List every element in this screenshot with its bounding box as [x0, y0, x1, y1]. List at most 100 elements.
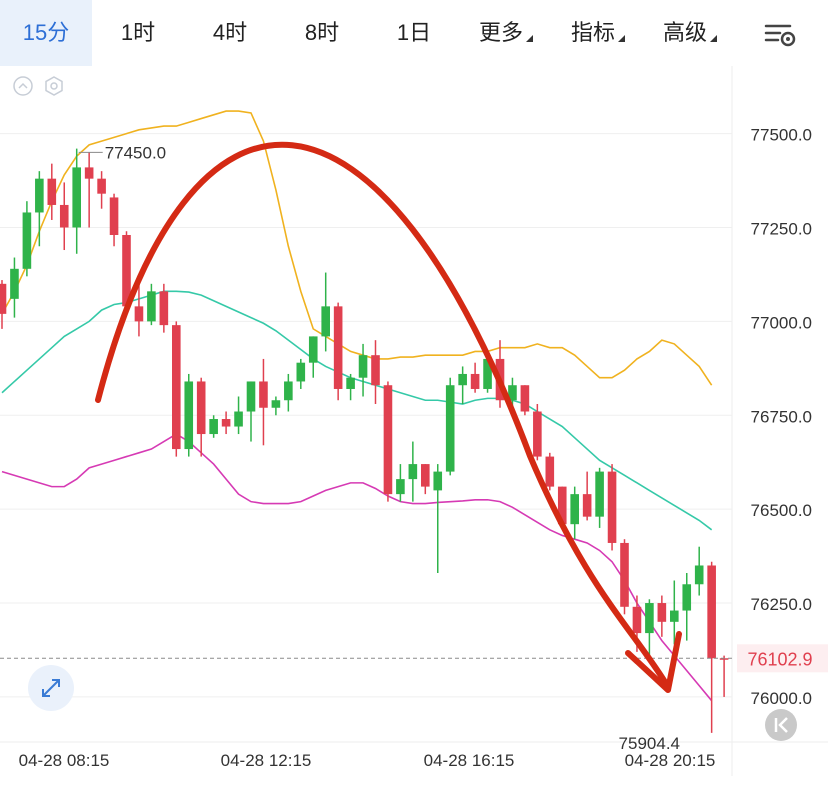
- bollinger-upper-line: [1, 110, 713, 386]
- candle-body: [184, 381, 194, 450]
- x-tick-label: 04-28 08:15: [19, 751, 110, 770]
- current-price-badge: [737, 644, 828, 673]
- candle-body: [383, 385, 393, 495]
- tab-label: 指标: [570, 20, 615, 45]
- candlestick-chart: 77500.0 77250.0 77000.0 76750.0 76500.0 76250…: [0, 66, 828, 776]
- tab-label: 高级: [662, 20, 707, 45]
- candle-body: [134, 306, 144, 322]
- chart-settings-icon[interactable]: [760, 14, 800, 54]
- tab-label: 1时: [120, 20, 156, 45]
- candle-body: [707, 565, 716, 659]
- candle-body: [358, 355, 368, 378]
- top-left-icons: [12, 74, 68, 98]
- tab-label: 1日: [396, 20, 432, 45]
- candle-body: [670, 610, 679, 622]
- low-marker-label: 75904.4: [619, 734, 680, 753]
- caret-icon: [710, 35, 717, 42]
- x-tick-label: 04-28 16:15: [424, 751, 515, 770]
- candle-body: [533, 411, 542, 457]
- candle-body: [520, 385, 530, 412]
- candle-body: [284, 381, 293, 401]
- x-tick-label: 04-28 20:15: [625, 751, 716, 770]
- y-tick-label: 76750.0: [751, 407, 812, 426]
- candle-body: [234, 411, 243, 427]
- candle-body: [221, 419, 231, 427]
- candle-body: [508, 385, 517, 401]
- y-tick-label: 76000.0: [751, 689, 812, 708]
- tab-more[interactable]: 更多: [460, 0, 552, 66]
- candle-body: [433, 471, 443, 491]
- tab-label: 4时: [212, 20, 248, 45]
- annotation-arrowhead: [625, 631, 682, 693]
- candle-body: [259, 381, 268, 408]
- expand-arrows-icon[interactable]: [28, 665, 74, 711]
- candle-body: [408, 464, 418, 480]
- tab-label: 更多: [478, 20, 523, 45]
- candle-body: [682, 584, 692, 611]
- candle-body: [607, 471, 617, 543]
- candle-body: [22, 212, 32, 269]
- candle-body: [72, 167, 81, 228]
- candle-body: [557, 486, 567, 525]
- tab-indicators[interactable]: 指标: [552, 0, 644, 66]
- candle-body: [570, 494, 579, 525]
- candle-body: [396, 479, 405, 495]
- tab-8h[interactable]: 8时: [276, 0, 368, 66]
- caret-icon: [526, 35, 533, 42]
- candle-body: [59, 204, 69, 228]
- candle-body: [458, 373, 467, 386]
- candle-body: [47, 178, 57, 205]
- candle-body: [35, 178, 44, 213]
- candle-body: [545, 456, 555, 487]
- high-marker-label: 77450.0: [105, 143, 166, 162]
- candle-body: [582, 494, 592, 517]
- hexagon-settings-icon[interactable]: [45, 76, 63, 96]
- candle-body: [122, 235, 131, 307]
- candle-body: [333, 306, 343, 389]
- candle-body: [246, 381, 256, 412]
- tab-1d[interactable]: 1日: [368, 0, 460, 66]
- candle-body: [308, 336, 318, 363]
- scroll-to-latest-icon[interactable]: [765, 709, 797, 741]
- candle-body: [595, 471, 604, 517]
- candle-body: [10, 268, 19, 299]
- tab-label: 15分: [22, 20, 70, 45]
- candle-body: [159, 291, 169, 326]
- candle-body: [694, 565, 704, 585]
- candle-body: [421, 464, 430, 487]
- tab-4h[interactable]: 4时: [184, 0, 276, 66]
- candle-body: [84, 167, 94, 179]
- x-tick-label: 04-28 12:15: [221, 751, 312, 770]
- candle-body: [172, 325, 181, 450]
- candle-body: [346, 377, 355, 389]
- candle-body: [483, 358, 492, 389]
- candle-body: [271, 400, 281, 408]
- tab-advanced[interactable]: 高级: [644, 0, 736, 66]
- candle-body: [97, 178, 106, 194]
- candle-body: [147, 291, 156, 322]
- caret-icon: [618, 35, 625, 42]
- y-tick-label: 77250.0: [751, 219, 812, 238]
- current-price-label: 76102.9: [747, 649, 812, 669]
- tab-label: 8时: [304, 20, 340, 45]
- tab-1h[interactable]: 1时: [92, 0, 184, 66]
- y-tick-label: 77000.0: [751, 313, 812, 332]
- annotation-arc: [95, 141, 668, 685]
- candle-body: [470, 373, 480, 389]
- candle-body: [620, 542, 629, 607]
- bollinger-middle-line: [1, 290, 713, 531]
- y-tick-label: 76250.0: [751, 595, 812, 614]
- collapse-up-icon[interactable]: [13, 76, 33, 96]
- candle-body: [657, 603, 667, 622]
- y-tick-label: 76500.0: [751, 501, 812, 520]
- timeframe-tabs: 15分 1时 4时 8时 1日 更多 指标 高级: [0, 0, 828, 66]
- candle-body: [645, 603, 654, 634]
- candle-body: [0, 283, 7, 314]
- candle-body: [632, 606, 642, 634]
- candle-body: [296, 362, 306, 382]
- tab-15m[interactable]: 15分: [0, 0, 92, 66]
- candle-body: [445, 385, 455, 472]
- candle-body: [196, 381, 206, 435]
- y-tick-label: 77500.0: [751, 126, 812, 145]
- candle-body: [109, 197, 119, 235]
